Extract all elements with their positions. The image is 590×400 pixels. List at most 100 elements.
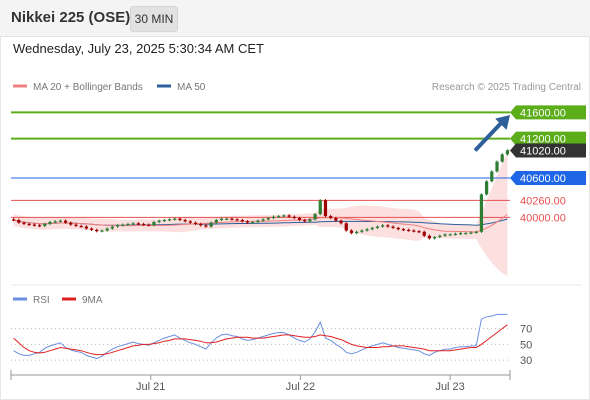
candle-body bbox=[17, 220, 21, 223]
candle-body bbox=[453, 233, 458, 235]
candle-body bbox=[292, 216, 296, 219]
candle-body bbox=[152, 221, 156, 226]
bollinger-band-area bbox=[13, 152, 508, 277]
rsi-line bbox=[13, 313, 508, 360]
candle-body bbox=[500, 154, 504, 162]
candle-body bbox=[344, 223, 348, 231]
candle-body bbox=[303, 220, 307, 222]
candle-body bbox=[443, 234, 447, 236]
candle-body bbox=[157, 220, 161, 222]
ma20-line bbox=[13, 214, 508, 233]
level-tag-current bbox=[510, 143, 586, 158]
candle-body bbox=[417, 231, 421, 233]
candle-body bbox=[141, 223, 146, 226]
candle-body bbox=[48, 221, 52, 224]
copyright-watermark: Research © 2025 Trading Central bbox=[432, 82, 581, 93]
candle-body bbox=[386, 225, 390, 227]
candle-body bbox=[469, 232, 473, 234]
candle-body bbox=[126, 223, 130, 226]
candle-body bbox=[219, 218, 224, 221]
candle-body bbox=[407, 229, 411, 232]
rsi-tick-label-30: 30 bbox=[520, 355, 532, 367]
candle-body bbox=[505, 150, 510, 155]
legend-label-ma50: MA 50 bbox=[177, 82, 206, 93]
candle-body bbox=[11, 219, 16, 221]
candle-body bbox=[256, 220, 260, 222]
header-bar: Nikkei 225 (OSE) 30 MIN bbox=[0, 0, 590, 37]
legend-label-rsi: RSI bbox=[33, 295, 50, 306]
candle-body bbox=[105, 228, 109, 231]
candle-body bbox=[323, 200, 328, 217]
candle-body bbox=[63, 220, 68, 223]
candle-body bbox=[240, 220, 244, 222]
candle-body bbox=[89, 228, 94, 230]
candle-body bbox=[58, 220, 62, 222]
rsi-tick-label-70: 70 bbox=[520, 324, 532, 336]
rsi-9ma-line bbox=[13, 324, 508, 356]
candle-body bbox=[271, 216, 276, 219]
candle-body bbox=[479, 194, 484, 232]
candle-body bbox=[334, 218, 338, 221]
legend-label-ma20: MA 20 + Bollinger Bands bbox=[33, 82, 143, 93]
analysis-timestamp: Wednesday, July 23, 2025 5:30:34 AM CET bbox=[13, 41, 264, 56]
candle-body bbox=[360, 230, 364, 232]
candle-body bbox=[438, 235, 442, 238]
forecast-arrow-shaft bbox=[473, 118, 506, 152]
candle-body bbox=[349, 230, 354, 234]
level-label-resistance: 41200.00 bbox=[520, 134, 566, 146]
candle-body bbox=[251, 221, 255, 224]
candle-body bbox=[365, 229, 369, 231]
candle-body bbox=[266, 218, 270, 220]
candle-body bbox=[401, 229, 406, 231]
candle-body bbox=[53, 221, 57, 223]
candle-body bbox=[32, 224, 37, 226]
candle-body bbox=[474, 231, 478, 234]
candle-body bbox=[313, 214, 317, 220]
candle-body bbox=[167, 219, 172, 221]
candle-body bbox=[339, 220, 343, 224]
candle-body bbox=[448, 234, 452, 236]
candle-body bbox=[427, 235, 432, 239]
candle-body bbox=[131, 223, 135, 225]
candle-body bbox=[147, 224, 151, 226]
candle-body bbox=[204, 225, 208, 227]
candle-body bbox=[396, 227, 400, 230]
time-tick-label: Jul 21 bbox=[136, 381, 165, 393]
candle-body bbox=[69, 222, 73, 225]
candle-body bbox=[183, 220, 187, 222]
candle-body bbox=[297, 218, 302, 221]
level-label-pivot: 40600.00 bbox=[520, 173, 566, 185]
candle-body bbox=[178, 218, 182, 221]
candle-body bbox=[495, 161, 499, 172]
candle-body bbox=[235, 219, 239, 221]
level-tag-pivot bbox=[510, 171, 586, 186]
candle-body bbox=[100, 230, 104, 232]
timeframe-button[interactable]: 30 MIN bbox=[130, 6, 178, 32]
candle-body bbox=[27, 223, 31, 226]
candle-body bbox=[459, 233, 463, 235]
candle-body bbox=[308, 219, 312, 222]
instrument-title: Nikkei 225 (OSE) bbox=[11, 9, 131, 26]
candle-body bbox=[261, 219, 265, 221]
candle-body bbox=[329, 216, 333, 219]
candle-body bbox=[199, 223, 203, 226]
candle-body bbox=[464, 233, 468, 235]
candle-body bbox=[209, 222, 213, 227]
candle-body bbox=[287, 215, 291, 217]
candle-body bbox=[277, 216, 281, 218]
candle-body bbox=[484, 181, 489, 195]
level-tag-resistance bbox=[510, 131, 586, 146]
candle-body bbox=[22, 222, 26, 224]
level-label-resistance: 41600.00 bbox=[520, 107, 566, 119]
level-tag-resistance bbox=[510, 105, 586, 120]
level-label-support: 40260.00 bbox=[520, 195, 566, 207]
candle-body bbox=[370, 227, 374, 230]
candle-body bbox=[355, 231, 359, 234]
candle-body bbox=[230, 218, 234, 220]
time-tick-label: Jul 23 bbox=[435, 381, 464, 393]
candle-body bbox=[136, 223, 140, 225]
time-tick-label: Jul 22 bbox=[286, 381, 315, 393]
legend-label-rsi-9ma: 9MA bbox=[82, 295, 103, 306]
candle-body bbox=[84, 226, 88, 229]
forecast-arrow-head bbox=[495, 115, 510, 130]
